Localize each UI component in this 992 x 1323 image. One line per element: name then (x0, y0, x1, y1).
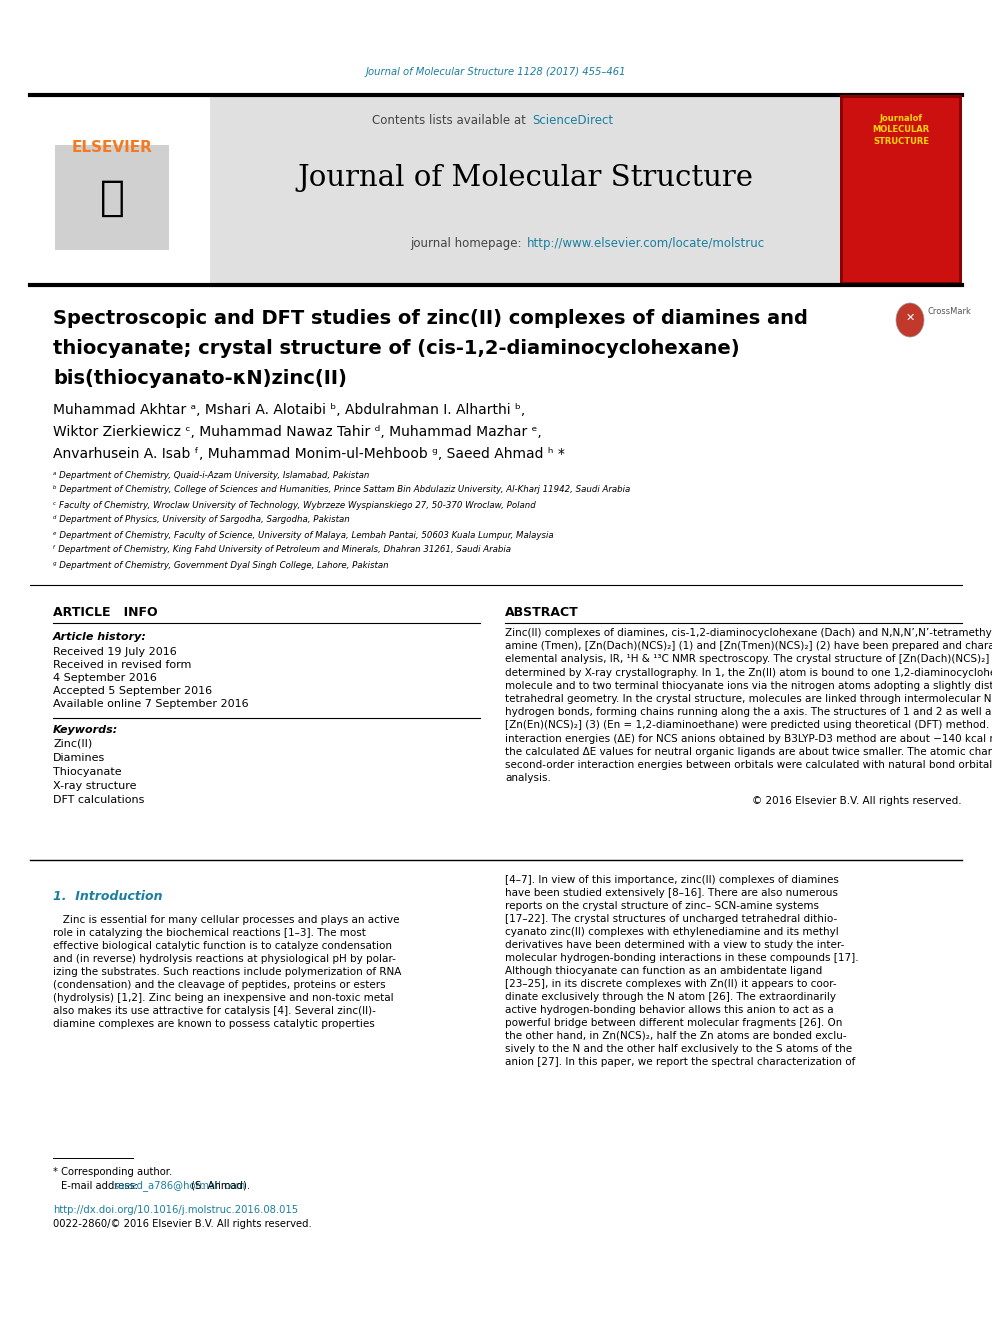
Text: Spectroscopic and DFT studies of zinc(II) complexes of diamines and: Spectroscopic and DFT studies of zinc(II… (53, 308, 807, 328)
Text: 0022-2860/© 2016 Elsevier B.V. All rights reserved.: 0022-2860/© 2016 Elsevier B.V. All right… (53, 1218, 311, 1229)
Text: journal homepage:: journal homepage: (410, 237, 525, 250)
Text: ᶜ Faculty of Chemistry, Wroclaw University of Technology, Wybrzeze Wyspianskiego: ᶜ Faculty of Chemistry, Wroclaw Universi… (53, 500, 536, 509)
Text: Zinc(II): Zinc(II) (53, 740, 92, 749)
Text: (hydrolysis) [1,2]. Zinc being an inexpensive and non-toxic metal: (hydrolysis) [1,2]. Zinc being an inexpe… (53, 994, 394, 1003)
Text: diamine complexes are known to possess catalytic properties: diamine complexes are known to possess c… (53, 1019, 375, 1029)
Text: E-mail address:: E-mail address: (61, 1181, 141, 1191)
Text: 4 September 2016: 4 September 2016 (53, 673, 157, 683)
Text: saeed_a786@hotmail.com: saeed_a786@hotmail.com (113, 1180, 245, 1192)
Text: Accepted 5 September 2016: Accepted 5 September 2016 (53, 687, 212, 696)
Text: http://www.elsevier.com/locate/molstruc: http://www.elsevier.com/locate/molstruc (527, 237, 765, 250)
Text: ScienceDirect: ScienceDirect (532, 114, 613, 127)
Text: izing the substrates. Such reactions include polymerization of RNA: izing the substrates. Such reactions inc… (53, 967, 402, 976)
Text: have been studied extensively [8–16]. There are also numerous: have been studied extensively [8–16]. Th… (505, 888, 838, 898)
Text: role in catalyzing the biochemical reactions [1–3]. The most: role in catalyzing the biochemical react… (53, 927, 366, 938)
Text: effective biological catalytic function is to catalyze condensation: effective biological catalytic function … (53, 941, 392, 951)
Text: the calculated ΔE values for neutral organic ligands are about twice smaller. Th: the calculated ΔE values for neutral org… (505, 746, 992, 757)
Text: [23–25], in its discrete complexes with Zn(II) it appears to coor-: [23–25], in its discrete complexes with … (505, 979, 836, 990)
Text: determined by X-ray crystallography. In 1, the Zn(II) atom is bound to one 1,2-d: determined by X-ray crystallography. In … (505, 668, 992, 677)
Text: Article history:: Article history: (53, 632, 147, 642)
Text: active hydrogen-bonding behavior allows this anion to act as a: active hydrogen-bonding behavior allows … (505, 1005, 833, 1015)
Text: interaction energies (ΔE) for NCS anions obtained by B3LYP-D3 method are about −: interaction energies (ΔE) for NCS anions… (505, 733, 992, 744)
Text: tetrahedral geometry. In the crystal structure, molecules are linked through int: tetrahedral geometry. In the crystal str… (505, 695, 992, 704)
Text: Available online 7 September 2016: Available online 7 September 2016 (53, 699, 249, 709)
Bar (840, 95, 962, 284)
Text: [4–7]. In view of this importance, zinc(II) complexes of diamines: [4–7]. In view of this importance, zinc(… (505, 875, 839, 885)
Text: dinate exclusively through the N atom [26]. The extraordinarily: dinate exclusively through the N atom [2… (505, 992, 836, 1002)
Text: Journal of Molecular Structure 1128 (2017) 455–461: Journal of Molecular Structure 1128 (201… (366, 67, 626, 77)
Text: analysis.: analysis. (505, 773, 551, 783)
Text: Diamines: Diamines (53, 753, 105, 763)
Text: Zinc(II) complexes of diamines, cis-1,2-diaminocyclohexane (Dach) and N,N,N’,N’-: Zinc(II) complexes of diamines, cis-1,2-… (505, 628, 992, 638)
Text: Received 19 July 2016: Received 19 July 2016 (53, 647, 177, 658)
Text: Contents lists available at: Contents lists available at (372, 114, 530, 127)
Text: ᵍ Department of Chemistry, Government Dyal Singh College, Lahore, Pakistan: ᵍ Department of Chemistry, Government Dy… (53, 561, 389, 569)
Text: ᶠ Department of Chemistry, King Fahd University of Petroleum and Minerals, Dhahr: ᶠ Department of Chemistry, King Fahd Uni… (53, 545, 511, 554)
Text: http://dx.doi.org/10.1016/j.molstruc.2016.08.015: http://dx.doi.org/10.1016/j.molstruc.201… (53, 1205, 299, 1215)
Text: 🌳: 🌳 (99, 177, 125, 220)
Text: ᵉ Department of Chemistry, Faculty of Science, University of Malaya, Lembah Pant: ᵉ Department of Chemistry, Faculty of Sc… (53, 531, 554, 540)
Text: anion [27]. In this paper, we report the spectral characterization of: anion [27]. In this paper, we report the… (505, 1057, 855, 1068)
Text: also makes its use attractive for catalysis [4]. Several zinc(II)-: also makes its use attractive for cataly… (53, 1005, 376, 1016)
Text: ᵃ Department of Chemistry, Quaid-i-Azam University, Islamabad, Pakistan: ᵃ Department of Chemistry, Quaid-i-Azam … (53, 471, 369, 479)
Text: Thiocyanate: Thiocyanate (53, 767, 122, 777)
Text: hydrogen bonds, forming chains running along the a axis. The structures of 1 and: hydrogen bonds, forming chains running a… (505, 708, 992, 717)
Text: ✕: ✕ (906, 314, 915, 323)
Text: Wiktor Zierkiewicz ᶜ, Muhammad Nawaz Tahir ᵈ, Muhammad Mazhar ᵉ,: Wiktor Zierkiewicz ᶜ, Muhammad Nawaz Tah… (53, 425, 542, 439)
Text: thiocyanate; crystal structure of (cis-1,2-diaminocyclohexane): thiocyanate; crystal structure of (cis-1… (53, 339, 740, 357)
Text: molecular hydrogen-bonding interactions in these compounds [17].: molecular hydrogen-bonding interactions … (505, 953, 859, 963)
Text: [17–22]. The crystal structures of uncharged tetrahedral dithio-: [17–22]. The crystal structures of uncha… (505, 914, 837, 923)
Text: Zinc is essential for many cellular processes and plays an active: Zinc is essential for many cellular proc… (53, 916, 400, 925)
Text: (S. Ahmad).: (S. Ahmad). (188, 1181, 250, 1191)
Text: Muhammad Akhtar ᵃ, Mshari A. Alotaibi ᵇ, Abdulrahman I. Alharthi ᵇ,: Muhammad Akhtar ᵃ, Mshari A. Alotaibi ᵇ,… (53, 404, 525, 417)
Text: CrossMark: CrossMark (928, 307, 972, 316)
Text: ᵈ Department of Physics, University of Sargodha, Sargodha, Pakistan: ᵈ Department of Physics, University of S… (53, 516, 350, 524)
Text: elemental analysis, IR, ¹H & ¹³C NMR spectroscopy. The crystal structure of [Zn(: elemental analysis, IR, ¹H & ¹³C NMR spe… (505, 655, 992, 664)
Text: DFT calculations: DFT calculations (53, 795, 145, 804)
Text: powerful bridge between different molecular fragments [26]. On: powerful bridge between different molecu… (505, 1017, 842, 1028)
Text: Received in revised form: Received in revised form (53, 660, 191, 669)
Text: 1.  Introduction: 1. Introduction (53, 889, 163, 902)
Text: X-ray structure: X-ray structure (53, 781, 137, 791)
Text: second-order interaction energies between orbitals were calculated with natural : second-order interaction energies betwee… (505, 759, 992, 770)
Text: reports on the crystal structure of zinc– SCN-amine systems: reports on the crystal structure of zinc… (505, 901, 819, 912)
Text: ELSEVIER: ELSEVIER (71, 140, 153, 155)
Text: Anvarhusein A. Isab ᶠ, Muhammad Monim-ul-Mehboob ᵍ, Saeed Ahmad ʰ *: Anvarhusein A. Isab ᶠ, Muhammad Monim-ul… (53, 447, 564, 460)
Bar (843, 98, 959, 282)
Text: Journalof
MOLECULAR
STRUCTURE: Journalof MOLECULAR STRUCTURE (872, 114, 930, 147)
Text: amine (Tmen), [Zn(Dach)(NCS)₂] (1) and [Zn(Tmen)(NCS)₂] (2) have been prepared a: amine (Tmen), [Zn(Dach)(NCS)₂] (1) and [… (505, 642, 992, 651)
Text: Journal of Molecular Structure: Journal of Molecular Structure (297, 164, 753, 192)
Text: bis(thiocyanato-κN)zinc(II): bis(thiocyanato-κN)zinc(II) (53, 369, 347, 388)
Text: ARTICLE   INFO: ARTICLE INFO (53, 606, 158, 619)
Text: and (in reverse) hydrolysis reactions at physiological pH by polar-: and (in reverse) hydrolysis reactions at… (53, 954, 396, 964)
Bar (210, 95, 840, 284)
Text: ABSTRACT: ABSTRACT (505, 606, 578, 619)
Text: derivatives have been determined with a view to study the inter-: derivatives have been determined with a … (505, 941, 844, 950)
Text: © 2016 Elsevier B.V. All rights reserved.: © 2016 Elsevier B.V. All rights reserved… (752, 796, 962, 807)
Text: Keywords:: Keywords: (53, 725, 118, 736)
Text: ᵇ Department of Chemistry, College of Sciences and Humanities, Prince Sattam Bin: ᵇ Department of Chemistry, College of Sc… (53, 486, 630, 495)
Text: cyanato zinc(II) complexes with ethylenediamine and its methyl: cyanato zinc(II) complexes with ethylene… (505, 927, 839, 937)
Text: molecule and to two terminal thiocyanate ions via the nitrogen atoms adopting a : molecule and to two terminal thiocyanate… (505, 681, 992, 691)
Bar (55, 146, 169, 250)
Text: sively to the N and the other half exclusively to the S atoms of the: sively to the N and the other half exclu… (505, 1044, 852, 1054)
Text: Although thiocyanate can function as an ambidentate ligand: Although thiocyanate can function as an … (505, 966, 822, 976)
Ellipse shape (896, 303, 924, 337)
Bar (30, 95, 210, 284)
Text: the other hand, in Zn(NCS)₂, half the Zn atoms are bonded exclu-: the other hand, in Zn(NCS)₂, half the Zn… (505, 1031, 846, 1041)
Text: (condensation) and the cleavage of peptides, proteins or esters: (condensation) and the cleavage of pepti… (53, 980, 386, 990)
Text: * Corresponding author.: * Corresponding author. (53, 1167, 173, 1177)
Text: [Zn(En)(NCS)₂] (3) (En = 1,2-diaminoethane) were predicted using theoretical (DF: [Zn(En)(NCS)₂] (3) (En = 1,2-diaminoetha… (505, 721, 992, 730)
